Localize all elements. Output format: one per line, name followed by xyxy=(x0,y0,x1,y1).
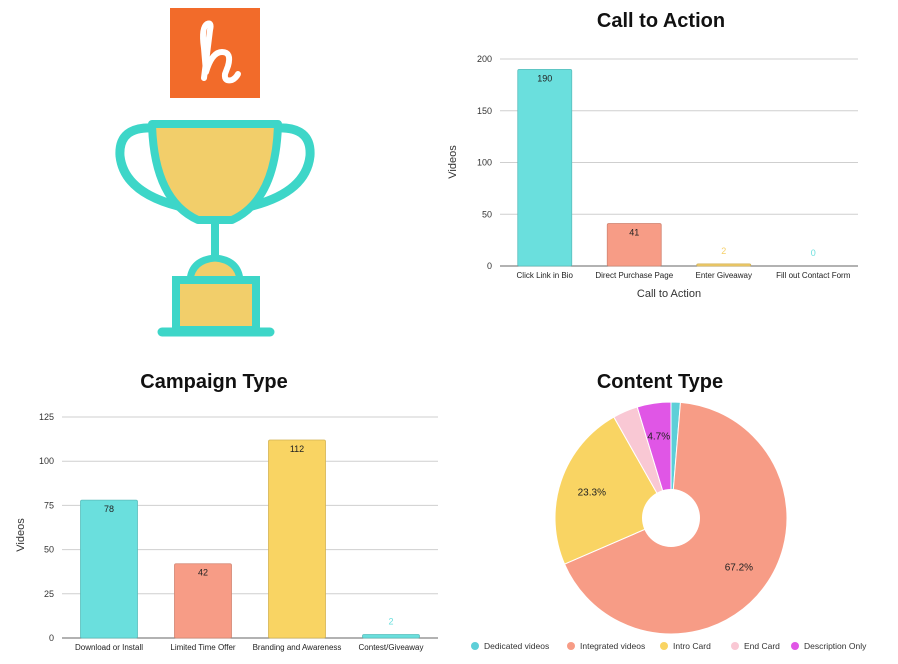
legend-swatch xyxy=(731,642,739,650)
y-tick-label: 125 xyxy=(39,412,54,422)
data-label: 0 xyxy=(811,248,816,258)
chart-title: Content Type xyxy=(597,371,723,393)
x-tick-label: Branding and Awareness xyxy=(253,643,342,652)
bar xyxy=(174,563,232,639)
pie-slice xyxy=(554,416,672,565)
x-axis-label: Call to Action xyxy=(637,288,701,300)
x-tick-label: Direct Purchase Page xyxy=(595,271,673,280)
legend-swatch xyxy=(660,642,668,650)
legend-label: Description Only xyxy=(804,641,867,651)
data-label: 2 xyxy=(388,616,393,626)
data-label: 112 xyxy=(290,444,304,454)
data-label: 2 xyxy=(721,246,726,256)
bar xyxy=(80,499,138,639)
slice-label: 4.7% xyxy=(647,431,670,442)
bar xyxy=(362,634,420,639)
campaign-type-chart: Campaign Type 0 25 50 75 100 125 78 42 112 2 Dow… xyxy=(15,371,438,652)
legend-swatch xyxy=(471,642,479,650)
trophy-icon xyxy=(115,120,315,337)
bar xyxy=(268,439,326,639)
data-label: 41 xyxy=(629,228,639,238)
logo-letter-h xyxy=(200,20,241,84)
x-tick-label: Limited Time Offer xyxy=(170,643,236,652)
legend-swatch xyxy=(567,642,575,650)
y-tick-label: 0 xyxy=(487,261,492,271)
honey-logo xyxy=(170,8,260,98)
y-tick-label: 150 xyxy=(477,106,492,116)
chart-title: Call to Action xyxy=(597,10,725,32)
donut-hole xyxy=(642,489,700,547)
y-axis-label: Videos xyxy=(15,518,27,552)
x-tick-label: Download or Install xyxy=(75,643,143,652)
data-label: 190 xyxy=(537,73,552,83)
bar xyxy=(696,263,752,267)
y-tick-label: 25 xyxy=(44,589,54,599)
bar xyxy=(606,223,662,267)
data-label: 42 xyxy=(198,568,208,578)
legend-label: End Card xyxy=(744,641,780,651)
content-type-chart: Content Type 67.2% 23.3% 4.7% Dedicated vi… xyxy=(471,371,867,651)
y-tick-label: 200 xyxy=(477,54,492,64)
x-tick-label: Contest/Giveaway xyxy=(359,643,424,652)
y-tick-label: 50 xyxy=(44,545,54,555)
call-to-action-chart: Call to Action 0 50 100 150 200 190 41 2 0 Clic… xyxy=(447,10,858,300)
chart-title: Campaign Type xyxy=(140,371,287,393)
legend-label: Dedicated videos xyxy=(484,641,549,651)
y-tick-label: 50 xyxy=(482,209,492,219)
y-tick-label: 0 xyxy=(49,633,54,643)
bar xyxy=(517,68,573,267)
x-tick-label: Fill out Contact Form xyxy=(776,271,851,280)
slice-label: 67.2% xyxy=(725,563,753,574)
y-tick-label: 75 xyxy=(44,500,54,510)
x-tick-label: Enter Giveaway xyxy=(696,271,752,280)
data-label: 78 xyxy=(104,504,114,514)
y-axis-label: Videos xyxy=(447,145,459,179)
slice-label: 23.3% xyxy=(578,487,606,498)
pie-slice xyxy=(636,401,672,519)
x-tick-label: Click Link in Bio xyxy=(517,271,574,280)
y-tick-label: 100 xyxy=(39,456,54,466)
y-tick-label: 100 xyxy=(477,158,492,168)
legend-label: Intro Card xyxy=(673,641,711,651)
legend-swatch xyxy=(791,642,799,650)
legend-label: Integrated videos xyxy=(580,641,645,651)
